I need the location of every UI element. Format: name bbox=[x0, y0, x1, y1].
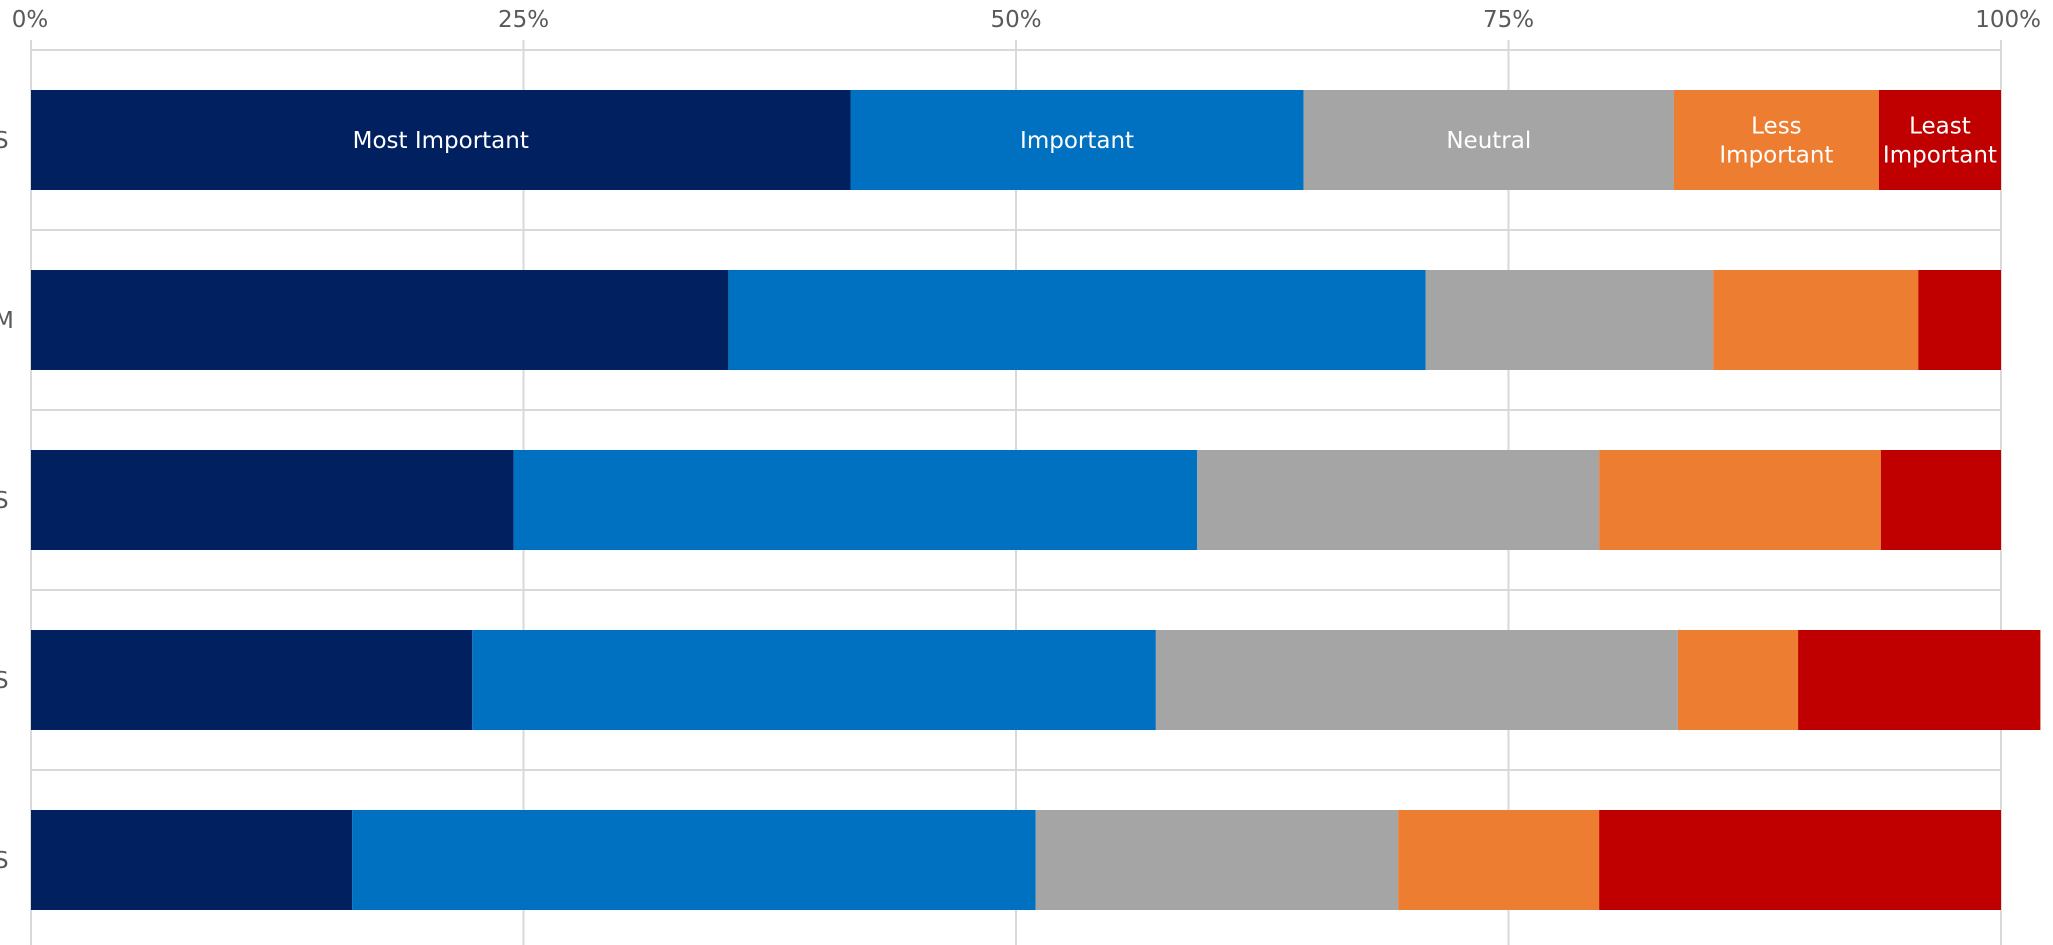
bar-segment-important bbox=[472, 630, 1156, 730]
bar-segment-less-important bbox=[1677, 630, 1799, 730]
segment-label: Most Important bbox=[353, 128, 529, 154]
x-tick-label: 75% bbox=[1483, 7, 1534, 33]
bar-segment-least-important bbox=[1798, 630, 2041, 730]
bar-segment-important bbox=[513, 450, 1198, 550]
bar-segment-most-important bbox=[31, 630, 473, 730]
x-axis-tick-labels: 0% 25% 50% 75% 100% bbox=[12, 7, 2041, 33]
bar-segment-most-important bbox=[31, 450, 514, 550]
bar-segment-less-important bbox=[1599, 450, 1881, 550]
bar-segment-less-important bbox=[1713, 270, 1919, 370]
bars bbox=[31, 90, 2041, 910]
x-tick-label: 50% bbox=[990, 7, 1041, 33]
segment-label: Important bbox=[1020, 128, 1134, 154]
category-labels: S M S S S bbox=[0, 128, 14, 874]
category-label: S bbox=[0, 848, 9, 874]
bar-segment-important bbox=[728, 270, 1426, 370]
bar-segment-important bbox=[352, 810, 1036, 910]
x-tick-label: 0% bbox=[12, 7, 49, 33]
bar-segment-most-important bbox=[31, 810, 353, 910]
category-label: S bbox=[0, 128, 9, 154]
segment-label: Neutral bbox=[1446, 128, 1531, 154]
bar-segment-most-important bbox=[31, 90, 851, 190]
bar-segment-important bbox=[850, 90, 1304, 190]
bar-segment-least-important bbox=[1878, 90, 2001, 190]
bar-segment-neutral bbox=[1197, 450, 1600, 550]
bar-segment-most-important bbox=[31, 270, 729, 370]
category-label: S bbox=[0, 668, 9, 694]
bar-segment-less-important bbox=[1673, 90, 1879, 190]
bar-segment-least-important bbox=[1880, 450, 2001, 550]
category-label: S bbox=[0, 488, 9, 514]
bar-segment-neutral bbox=[1035, 810, 1399, 910]
segment-label: Less bbox=[1751, 114, 1802, 140]
bar-segment-least-important bbox=[1599, 810, 2001, 910]
bar-segment-neutral bbox=[1155, 630, 1678, 730]
bar-segment-less-important bbox=[1398, 810, 1600, 910]
category-label: M bbox=[0, 308, 14, 334]
segment-label: Important bbox=[1883, 143, 1997, 169]
bar-segment-neutral bbox=[1425, 270, 1714, 370]
segment-label: Least bbox=[1909, 114, 1971, 140]
segment-labels: Most Important Important Neutral Less Import… bbox=[353, 114, 1997, 169]
x-tick-label: 100% bbox=[1975, 7, 2041, 33]
x-tick-label: 25% bbox=[498, 7, 549, 33]
bar-segment-neutral bbox=[1303, 90, 1674, 190]
bar-segment-least-important bbox=[1918, 270, 2001, 370]
segment-label: Important bbox=[1719, 143, 1833, 169]
